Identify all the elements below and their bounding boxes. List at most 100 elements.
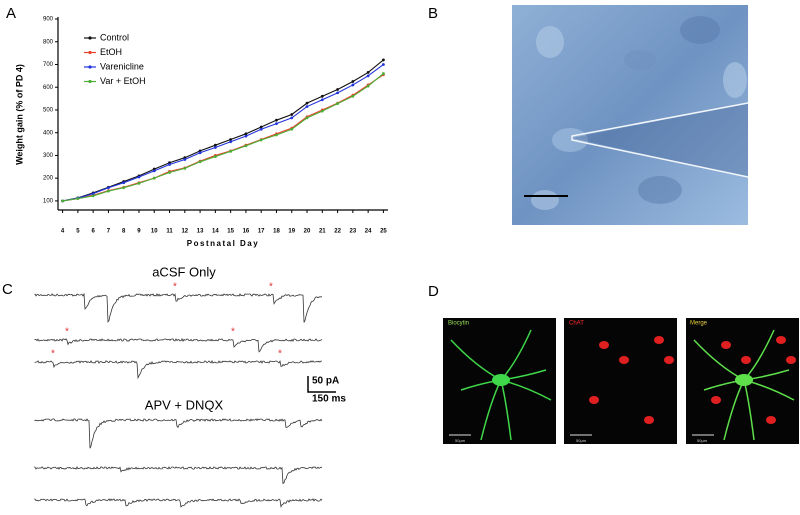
x-tick-label: 16: [243, 229, 250, 235]
x-tick-label: 24: [365, 229, 372, 235]
data-point: [244, 134, 248, 138]
event-marker: *: [173, 282, 177, 293]
micrograph: [512, 5, 749, 225]
data-point: [213, 146, 217, 149]
channel-label: ChAT: [569, 321, 584, 327]
scale-label: 50 pA: [312, 376, 339, 387]
y-tick-label: 400: [43, 130, 54, 136]
data-point: [137, 181, 141, 185]
panel-label: C: [2, 281, 13, 298]
data-point: [168, 171, 171, 174]
soma: [599, 341, 609, 349]
panel-label: A: [6, 5, 16, 22]
data-point: [366, 71, 370, 74]
panel-label: D: [428, 283, 439, 300]
data-point: [275, 122, 278, 125]
series-line: [62, 64, 384, 202]
data-point: [382, 58, 385, 62]
x-tick-label: 8: [122, 229, 126, 235]
legend-label: Varenicline: [100, 61, 144, 71]
data-point: [244, 132, 248, 136]
trace: [34, 359, 323, 380]
scale-bar: [307, 376, 336, 393]
trace: [34, 497, 323, 509]
data-point: [107, 189, 110, 193]
event-marker: *: [278, 349, 282, 360]
y-tick-label: 200: [43, 176, 54, 182]
x-tick-label: 13: [197, 229, 204, 235]
data-point: [366, 74, 370, 78]
legend-label: Var + EtOH: [100, 76, 146, 86]
x-tick-label: 5: [76, 229, 80, 235]
event-marker: *: [269, 282, 273, 293]
data-point: [168, 163, 171, 166]
event-marker: *: [65, 327, 69, 338]
data-point: [275, 133, 278, 137]
data-point: [183, 166, 187, 170]
soma: [741, 356, 751, 364]
data-point: [122, 181, 126, 185]
data-point: [213, 155, 217, 158]
soma: [589, 396, 599, 404]
x-tick-label: 4: [61, 229, 65, 235]
data-point: [382, 63, 385, 66]
soma: [654, 336, 664, 344]
y-tick-label: 300: [43, 153, 54, 159]
x-tick-label: 18: [273, 229, 280, 235]
trace: [34, 418, 323, 449]
x-axis-title: Postnatal Day: [187, 239, 259, 248]
soma: [644, 416, 654, 424]
data-point: [152, 176, 156, 180]
legend-label: EtOH: [100, 47, 122, 57]
x-tick-label: 19: [288, 229, 295, 235]
x-tick-label: 20: [304, 229, 311, 235]
data-point: [382, 72, 385, 75]
data-point: [91, 194, 95, 198]
data-point: [229, 138, 233, 141]
data-point: [275, 118, 278, 122]
y-tick-label: 500: [43, 108, 54, 114]
legend-marker: [88, 36, 92, 40]
soma: [735, 374, 753, 386]
data-point: [213, 143, 217, 147]
data-point: [351, 80, 355, 83]
x-tick-label: 21: [319, 229, 326, 235]
soma: [664, 356, 674, 364]
y-axis-title: Weight gain (% of PD 4): [14, 64, 24, 165]
data-point: [229, 149, 233, 153]
x-tick-label: 14: [212, 229, 219, 235]
legend-label: Control: [100, 32, 129, 42]
x-tick-label: 12: [181, 229, 188, 235]
trace: [34, 465, 323, 485]
event-marker: *: [51, 349, 55, 360]
data-point: [183, 158, 187, 161]
series-line: [62, 59, 384, 202]
data-point: [259, 125, 263, 129]
data-point: [91, 192, 95, 196]
data-point: [320, 94, 324, 98]
data-point: [351, 94, 355, 98]
data-point: [107, 186, 110, 190]
traces: * * * * * *: [34, 282, 323, 509]
data-point: [305, 101, 309, 105]
soma: [776, 336, 786, 344]
x-tick-label: 10: [151, 229, 158, 235]
x-tick-label: 25: [380, 229, 387, 235]
x-tick-label: 17: [258, 229, 265, 235]
data-point: [320, 98, 324, 102]
soma: [766, 416, 776, 424]
x-tick-label: 6: [91, 229, 95, 235]
x-tick-label: 7: [107, 229, 111, 235]
soma: [786, 356, 796, 364]
scale-label: 50µm: [697, 438, 708, 443]
data-point: [259, 138, 263, 142]
data-point: [290, 113, 294, 116]
data-point: [244, 144, 248, 148]
soma: [492, 374, 510, 386]
data-point: [336, 91, 339, 95]
x-tick-label: 9: [137, 229, 141, 235]
y-tick-label: 600: [43, 85, 54, 91]
event-marker: *: [231, 327, 235, 338]
data-point: [229, 140, 233, 144]
